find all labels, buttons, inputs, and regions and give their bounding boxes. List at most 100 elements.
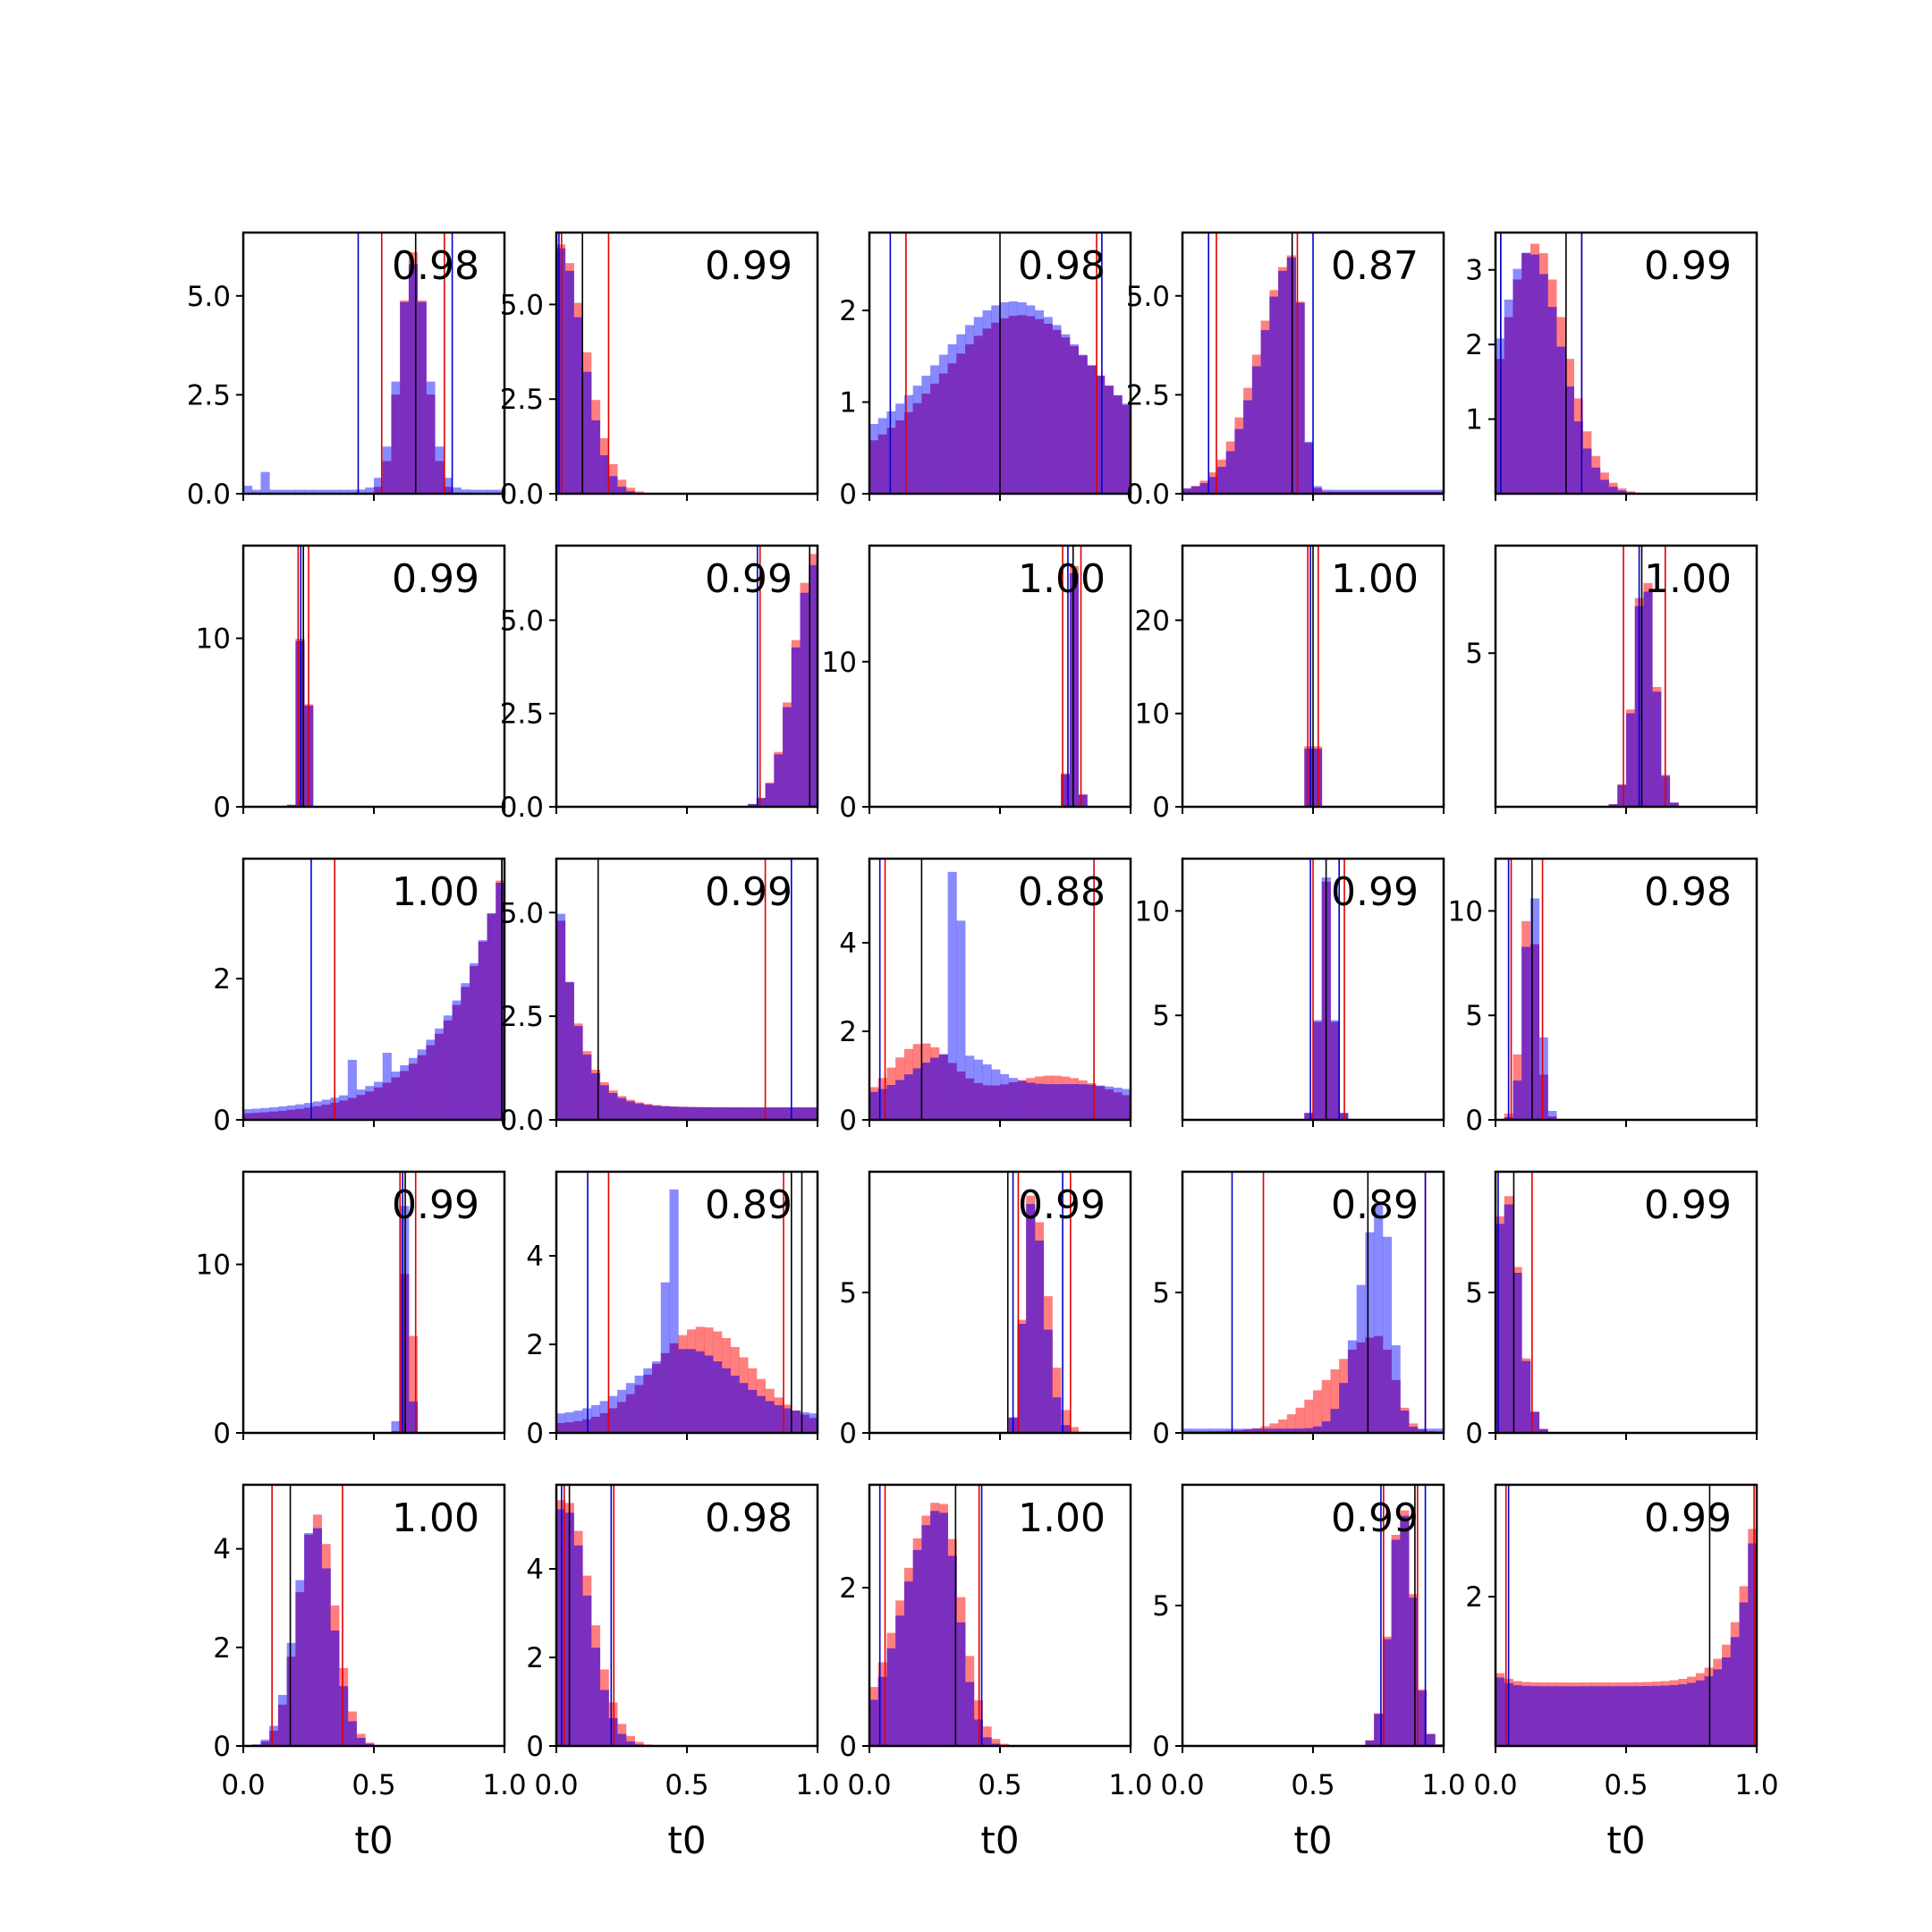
subplot-3-4: 5 10 0.99	[1135, 857, 1445, 1127]
hist-bar-overlap	[1313, 1021, 1323, 1120]
hist-bar-overlap	[1626, 713, 1636, 807]
hist-bar	[669, 1189, 679, 1433]
y-tick-label: 2	[839, 1572, 857, 1605]
hist-bar-overlap	[938, 1054, 948, 1120]
hist-bar-overlap	[756, 798, 766, 807]
y-tick-label: 0	[839, 479, 857, 511]
hist-bar	[634, 1741, 644, 1746]
hist-bar-overlap	[382, 1082, 392, 1120]
hist-bar-overlap	[895, 419, 905, 494]
subplot-4-2: 0 2 4 0.89	[526, 1170, 819, 1450]
hist-bar-overlap	[564, 1422, 574, 1433]
subplot-annotation: 0.88	[1018, 869, 1106, 915]
hist-bar-overlap	[564, 270, 574, 494]
hist-bar-overlap	[408, 1063, 419, 1120]
hist-bar-overlap	[973, 335, 983, 494]
hist-bar-overlap	[921, 1063, 931, 1120]
x-tick-label: 1.0	[1108, 1769, 1152, 1801]
hist-bar-overlap	[312, 1528, 322, 1746]
hist-bar-overlap	[374, 487, 384, 494]
subplot-annotation: 0.99	[392, 1182, 479, 1228]
hist-bar-overlap	[1695, 1680, 1705, 1746]
hist-bar-overlap	[1504, 317, 1513, 494]
hist-bar-overlap	[678, 1106, 688, 1120]
hist-bar-overlap	[374, 1087, 384, 1120]
hist-bar	[1191, 1428, 1200, 1433]
subplot-annotation: 0.98	[1644, 869, 1732, 915]
hist-bar-overlap	[774, 754, 784, 807]
hist-bar	[1365, 1232, 1375, 1433]
hist-bar-overlap	[730, 1376, 740, 1433]
hist-bar-overlap	[730, 1107, 740, 1120]
x-tick-label: 1.0	[1421, 1769, 1465, 1801]
x-tick-label: 0.0	[221, 1769, 265, 1801]
hist-bar-overlap	[1321, 1421, 1331, 1433]
y-tick-label: 4	[526, 1554, 544, 1586]
hist-bar-overlap	[1078, 1084, 1088, 1120]
subplot-annotation: 0.99	[705, 556, 792, 602]
hist-bar-overlap	[1304, 1113, 1314, 1120]
hist-bar-overlap	[400, 1071, 410, 1120]
y-tick-label: 2	[1465, 1581, 1483, 1614]
hist-bar-overlap	[791, 1411, 801, 1433]
hist-bar-overlap	[965, 1682, 975, 1746]
x-tick-label: 0.5	[1291, 1769, 1335, 1801]
hist-bar-overlap	[452, 1004, 462, 1120]
subplot-2-2: 0.0 2.5 5.0 0.99	[500, 544, 819, 824]
hist-bar	[365, 487, 375, 494]
hist-bar-overlap	[1199, 483, 1209, 494]
hist-bar-overlap	[608, 1093, 618, 1120]
hist-bar	[1208, 1428, 1218, 1433]
hist-bar-overlap	[912, 402, 922, 494]
hist-bar-overlap	[1748, 1543, 1757, 1746]
subplot-5-4: 0 5 0.0 0.5 1.0 t0 0.99	[1152, 1483, 1466, 1862]
hist-bar-overlap	[1599, 479, 1609, 494]
hist-bar-overlap	[895, 1080, 905, 1120]
hist-bar	[374, 478, 384, 494]
hist-bar-overlap	[1087, 1084, 1097, 1120]
hist-bar-overlap	[1304, 1428, 1314, 1433]
hist-bar-overlap	[903, 1581, 914, 1746]
hist-bar	[1304, 1399, 1314, 1433]
hist-bar	[312, 489, 322, 494]
y-tick-label: 0.0	[500, 479, 544, 511]
subplot-annotation: 0.99	[705, 869, 792, 915]
hist-bar	[1199, 1428, 1209, 1433]
hist-bar-overlap	[556, 1422, 566, 1433]
hist-bar-overlap	[1182, 488, 1192, 494]
hist-bar-overlap	[1678, 1684, 1688, 1746]
hist-bar-overlap	[1113, 1092, 1123, 1120]
hist-bar-overlap	[1417, 1690, 1427, 1746]
hist-bar-overlap	[356, 1737, 366, 1746]
hist-bar-overlap	[1521, 253, 1531, 494]
hist-bar-overlap	[564, 982, 574, 1120]
subplot-annotation: 0.89	[705, 1182, 792, 1228]
subplot-4-1: 0 10 0.99	[196, 1170, 506, 1450]
hist-bar-overlap	[347, 1721, 357, 1746]
hist-bar-overlap	[356, 1095, 366, 1120]
hist-bar	[496, 489, 504, 494]
subplot-annotation: 0.98	[1018, 243, 1106, 289]
hist-bar-overlap	[599, 1690, 609, 1746]
hist-bar-overlap	[930, 383, 940, 494]
hist-bar	[487, 489, 496, 494]
hist-bar	[1339, 489, 1349, 494]
hist-bar	[277, 489, 288, 494]
hist-bar-overlap	[982, 1085, 992, 1120]
subplot-annotation: 0.99	[392, 556, 479, 602]
hist-bar-overlap	[1521, 946, 1531, 1120]
hist-bar-overlap	[1008, 1082, 1018, 1120]
hist-bar-overlap	[260, 1112, 270, 1120]
y-tick-label: 1	[1465, 404, 1483, 436]
hist-bar-overlap	[1513, 1080, 1522, 1120]
hist-bar-overlap	[930, 1057, 940, 1120]
hist-bar-overlap	[1043, 323, 1053, 494]
subplot-2-1: 0 10 0.99	[196, 544, 506, 824]
hist-bar-overlap	[809, 1107, 818, 1120]
hist-bar-overlap	[886, 1084, 896, 1120]
hist-bar-overlap	[1069, 572, 1079, 807]
hist-bar-overlap	[1496, 1677, 1505, 1746]
hist-bar	[956, 920, 966, 1120]
hist-bar-overlap	[1365, 1337, 1375, 1433]
